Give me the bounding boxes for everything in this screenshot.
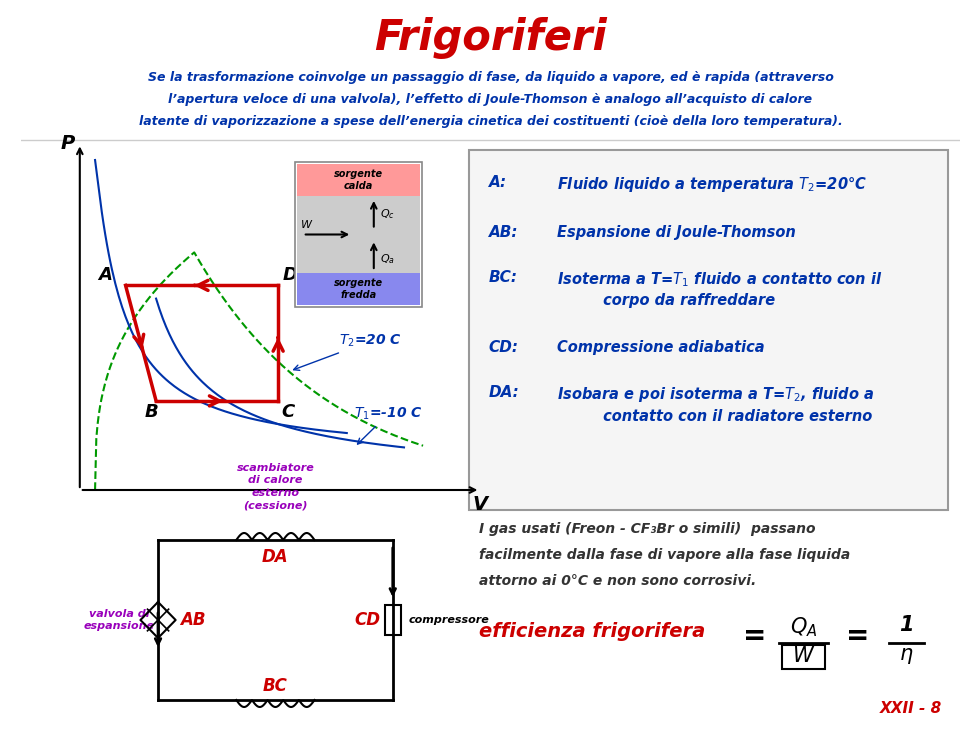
Text: D: D — [283, 266, 298, 285]
Text: Isobara e poi isoterma a T=$T_2$, fluido a
         contatto con il radiatore es: Isobara e poi isoterma a T=$T_2$, fluido… — [557, 385, 875, 424]
Bar — [297, 273, 420, 305]
Bar — [782, 645, 825, 669]
Text: A: A — [98, 266, 112, 285]
Text: $Q_a$: $Q_a$ — [379, 252, 395, 266]
Text: attorno ai 0°C e non sono corrosivi.: attorno ai 0°C e non sono corrosivi. — [479, 574, 756, 588]
Text: $T_1$=-10 C: $T_1$=-10 C — [354, 405, 423, 444]
Text: Frigoriferi: Frigoriferi — [374, 17, 607, 59]
Bar — [295, 162, 422, 307]
Text: =: = — [743, 622, 766, 650]
Text: W: W — [300, 220, 312, 229]
Text: DA: DA — [262, 548, 289, 566]
Bar — [297, 196, 420, 273]
Text: Isoterma a T=$T_1$ fluido a contatto con il
         corpo da raffreddare: Isoterma a T=$T_1$ fluido a contatto con… — [557, 270, 882, 309]
Text: AB: AB — [180, 611, 206, 629]
Text: Fluido liquido a temperatura $T_2$=20°C: Fluido liquido a temperatura $T_2$=20°C — [557, 175, 867, 194]
Text: CD: CD — [354, 611, 380, 629]
Bar — [385, 605, 400, 635]
Text: compressore: compressore — [408, 615, 490, 625]
Text: facilmente dalla fase di vapore alla fase liquida: facilmente dalla fase di vapore alla fas… — [479, 548, 850, 562]
Text: sorgente
fredda: sorgente fredda — [334, 278, 383, 300]
Text: Compressione adiabatica: Compressione adiabatica — [557, 340, 765, 355]
Text: =: = — [846, 622, 869, 650]
Text: V: V — [472, 496, 488, 515]
Text: AB:: AB: — [489, 225, 518, 240]
Text: I gas usati (Freon - CF₃Br o simili)  passano: I gas usati (Freon - CF₃Br o simili) pas… — [479, 522, 815, 536]
Text: $W$: $W$ — [792, 646, 815, 666]
Text: $Q_A$: $Q_A$ — [790, 615, 817, 639]
Bar — [469, 150, 948, 510]
Text: Espansione di Joule-Thomson: Espansione di Joule-Thomson — [557, 225, 796, 240]
Text: BC:: BC: — [489, 270, 517, 285]
Text: CD:: CD: — [489, 340, 518, 355]
Text: 1: 1 — [899, 615, 914, 635]
Text: Se la trasformazione coinvolge un passaggio di fase, da liquido a vapore, ed è r: Se la trasformazione coinvolge un passag… — [148, 72, 833, 85]
Text: XXII - 8: XXII - 8 — [880, 701, 943, 716]
Text: P: P — [60, 134, 75, 153]
Text: valvola di
espansione: valvola di espansione — [84, 609, 155, 631]
Text: B: B — [144, 403, 158, 421]
Text: A. Contin - Fisica Generale Avanzata: A. Contin - Fisica Generale Avanzata — [6, 280, 15, 450]
Text: latente di vaporizzazione a spese dell’energia cinetica dei costituenti (cioè de: latente di vaporizzazione a spese dell’e… — [138, 115, 843, 128]
Text: A:: A: — [489, 175, 507, 190]
Text: sorgente
calda: sorgente calda — [334, 169, 383, 191]
Text: BC: BC — [263, 677, 288, 695]
Text: efficienza frigorifera: efficienza frigorifera — [479, 622, 705, 641]
Text: DA:: DA: — [489, 385, 519, 400]
Text: C: C — [281, 403, 295, 421]
Text: $Q_c$: $Q_c$ — [379, 207, 395, 221]
Bar — [297, 164, 420, 196]
Text: $T_2$=20 C: $T_2$=20 C — [294, 333, 402, 370]
Text: $\eta$: $\eta$ — [899, 646, 914, 666]
Text: l’apertura veloce di una valvola), l’effetto di Joule-Thomson è analogo all’acqu: l’apertura veloce di una valvola), l’eff… — [169, 93, 812, 107]
Text: scambiatore
di calore
esterno
(cessione): scambiatore di calore esterno (cessione) — [236, 463, 314, 510]
